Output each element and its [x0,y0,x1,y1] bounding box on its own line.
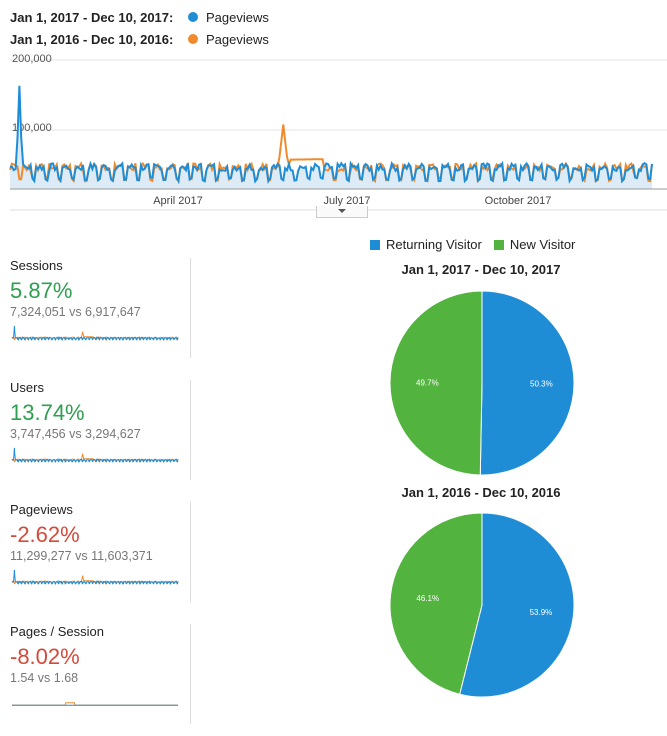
legend-current-dot-icon [188,12,198,22]
metric-title: Pages / Session [10,624,104,639]
pie-legend-returning-label: Returning Visitor [386,237,482,252]
pie-label-returning: 53.9% [530,608,553,617]
sparkline-current [11,569,179,586]
legend-row-current: Jan 1, 2017 - Dec 10, 2017: Pageviews [10,6,269,28]
legend-current-metric[interactable]: Pageviews [206,9,269,25]
metric-divider [190,380,191,480]
new-swatch-icon [493,239,504,250]
metric-change: -2.62% [10,522,80,547]
pie-slice-new[interactable] [389,290,483,476]
sparkline-current [11,325,179,342]
pie-legend-new-label: New Visitor [509,237,576,252]
metric-title: Pageviews [10,502,73,517]
sparkline-previous [12,702,178,706]
pie-label-new: 49.7% [416,379,439,388]
metric-change: 13.74% [10,400,85,425]
collapse-chart-handle[interactable] [316,206,368,218]
pageviews-line-chart[interactable]: 200,000 100,000 April 2017 July 2017 Oct… [0,50,667,215]
pie-slice-returning[interactable] [479,290,575,476]
sparkline-current [11,447,179,464]
pie-chart-2017[interactable]: 50.3% 49.7% [389,290,575,476]
pie-title-2016: Jan 1, 2016 - Dec 10, 2016 [401,485,561,500]
metric-comparison: 11,299,277 vs 11,603,371 [10,549,153,563]
metric-pages-per-session[interactable]: Pages / Session -8.02% 1.54 vs 1.68 [10,624,191,724]
x-tick-april: April 2017 [153,195,203,207]
pie-title-2017: Jan 1, 2017 - Dec 10, 2017 [401,262,561,277]
metric-divider [190,502,191,602]
metric-change: -8.02% [10,644,80,669]
legend-previous-dot-icon [188,34,198,44]
pie-legend-new[interactable]: New Visitor [493,237,576,252]
returning-swatch-icon [370,239,380,250]
pie-chart-2016[interactable]: 53.9% 46.1% [389,512,575,698]
metric-sparkline [11,447,179,464]
pie-legend: Returning Visitor New Visitor [370,237,587,252]
metric-comparison: 1.54 vs 1.68 [10,671,79,685]
metric-comparison: 3,747,456 vs 3,294,627 [10,427,141,441]
legend-previous-metric[interactable]: Pageviews [206,31,269,47]
chart-legend: Jan 1, 2017 - Dec 10, 2017: Pageviews Ja… [10,6,269,50]
pie-label-new: 46.1% [416,594,439,603]
legend-row-previous: Jan 1, 2016 - Dec 10, 2016: Pageviews [10,28,269,50]
metric-sparkline [11,325,179,342]
pie-slice-returning[interactable] [459,512,575,698]
legend-previous-range: Jan 1, 2016 - Dec 10, 2016: [10,31,174,47]
metric-sparkline [11,569,179,586]
legend-current-range: Jan 1, 2017 - Dec 10, 2017: [10,9,174,25]
metric-divider [190,624,191,724]
series-current-line [9,85,653,185]
metric-pageviews[interactable]: Pageviews -2.62% 11,299,277 vs 11,603,37… [10,502,191,602]
metric-sessions[interactable]: Sessions 5.87% 7,324,051 vs 6,917,647 [10,258,191,358]
pie-legend-returning[interactable]: Returning Visitor [370,237,482,252]
metric-change: 5.87% [10,278,73,303]
metric-title: Users [10,380,44,395]
x-tick-july: July 2017 [323,195,370,207]
y-tick-200000: 200,000 [12,53,52,65]
metric-title: Sessions [10,258,63,273]
pie-slice-new[interactable] [389,512,483,695]
metric-comparison: 7,324,051 vs 6,917,647 [10,305,141,319]
x-tick-october: October 2017 [485,195,552,207]
metric-sparkline [12,702,178,706]
pie-label-returning: 50.3% [530,380,553,389]
metric-users[interactable]: Users 13.74% 3,747,456 vs 3,294,627 [10,380,191,480]
metric-divider [190,258,191,358]
